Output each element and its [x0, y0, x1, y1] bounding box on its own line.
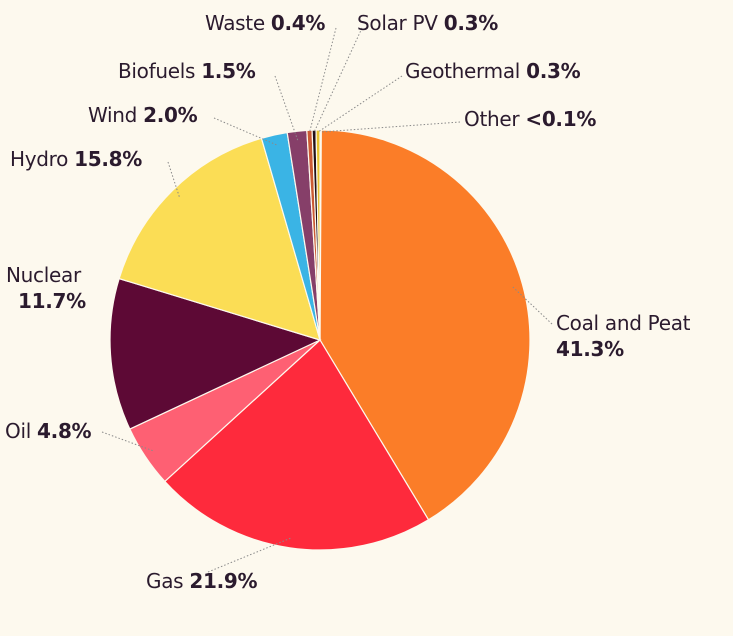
label-oil: Oil 4.8% — [5, 419, 92, 443]
leader-line-hydro — [167, 161, 181, 198]
label-geothermal: Geothermal 0.3% — [405, 59, 581, 83]
label-other: Other <0.1% — [464, 107, 597, 131]
leader-line-other — [320, 121, 461, 133]
label-coal-and-peat: Coal and Peat 41.3% — [556, 311, 691, 361]
label-hydro: Hydro 15.8% — [10, 147, 143, 171]
pie-slice-gas — [163, 339, 430, 551]
leader-line-oil — [101, 431, 154, 452]
leader-lines — [101, 27, 553, 573]
leader-line-solar-pv — [313, 27, 363, 133]
label-nuclear: Nuclear 11.7% — [6, 263, 86, 313]
leader-line-geothermal — [317, 75, 403, 133]
label-gas: Gas 21.9% — [146, 569, 258, 593]
label-solar-pv: Solar PV 0.3% — [357, 11, 499, 35]
pie-slice-coal-and-peat — [319, 129, 531, 521]
label-waste: Waste 0.4% — [205, 11, 326, 35]
leader-line-gas — [207, 537, 292, 573]
pie-slice-nuclear — [109, 277, 322, 430]
leader-line-wind — [213, 117, 277, 146]
label-wind: Wind 2.0% — [88, 103, 198, 127]
leader-line-biofuels — [274, 75, 299, 142]
pie-slice-hydro — [118, 137, 321, 341]
label-biofuels: Biofuels 1.5% — [118, 59, 256, 83]
pie-slice-geothermal — [315, 129, 321, 341]
pie-slices — [109, 129, 531, 551]
leader-line-waste — [309, 27, 337, 133]
